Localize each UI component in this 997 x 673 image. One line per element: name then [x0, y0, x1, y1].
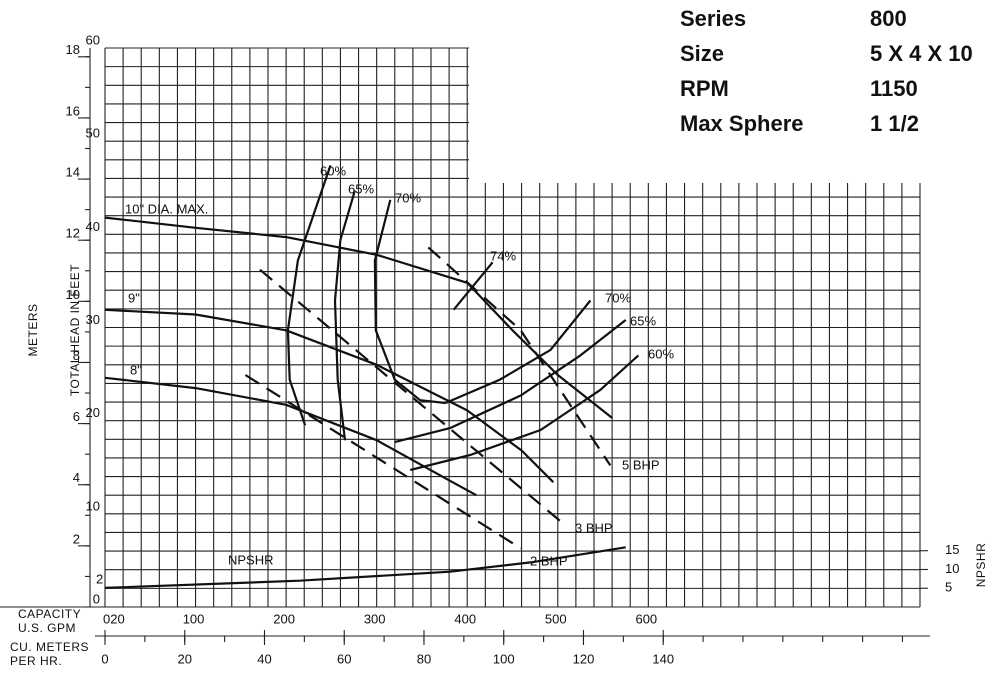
y-tick-label: 20	[86, 405, 100, 420]
y2-tick-label: 15	[945, 542, 959, 557]
x-tick-label: 500	[545, 611, 567, 626]
y2-tick-label: 5	[945, 580, 952, 595]
x2-tick-label: 100	[493, 651, 515, 666]
curve-label: 65%	[348, 181, 374, 196]
meters-axis-label: METERS	[26, 303, 40, 356]
y2-axis-label: NPSHR	[974, 543, 988, 588]
curve-label: 74%	[490, 248, 516, 263]
curve-label: 65%	[630, 313, 656, 328]
x2-axis-label: PER HR.	[10, 654, 62, 668]
curve-label: 9"	[128, 290, 140, 305]
x-tick-label: 600	[635, 611, 657, 626]
curve-label: 10" DIA. MAX.	[125, 201, 208, 216]
x2-axis-label: CU. METERS	[10, 640, 89, 654]
x2-tick-label: 80	[417, 651, 431, 666]
info-value: 1 1/2	[870, 111, 919, 136]
x2-tick-label: 40	[257, 651, 271, 666]
info-value: 1150	[870, 76, 918, 101]
x-axis-label: CAPACITY	[18, 607, 81, 621]
info-label: Size	[680, 41, 724, 66]
x2-tick-label: 60	[337, 651, 351, 666]
meters-tick-label: 4	[73, 470, 80, 485]
x2-tick-label: 140	[652, 651, 674, 666]
curve	[104, 546, 626, 589]
curve	[373, 199, 446, 405]
curve	[445, 299, 592, 405]
meters-tick-label: 18	[66, 42, 80, 57]
meters-tick-label: 10	[66, 287, 80, 302]
curve	[286, 165, 332, 426]
curve-label: 70%	[395, 190, 421, 205]
y-tick-label: 60	[86, 32, 100, 47]
meters-tick-label: 8	[73, 348, 80, 363]
curve	[259, 268, 566, 526]
y-tick-label: 30	[86, 312, 100, 327]
info-label: Series	[680, 6, 746, 31]
x-tick-label: 100	[183, 611, 205, 626]
curve	[427, 246, 612, 467]
y2-tick-label: 10	[945, 561, 959, 576]
curve	[104, 216, 613, 419]
meters-tick-label: 6	[73, 409, 80, 424]
meters-tick-label: 12	[66, 226, 80, 241]
x2-tick-label: 120	[573, 651, 595, 666]
annotation: 2	[96, 571, 103, 586]
x2-tick-label: 0	[101, 651, 108, 666]
curve-label: 5 BHP	[622, 457, 660, 472]
info-label: Max Sphere	[680, 111, 804, 136]
curve-label: 60%	[648, 346, 674, 361]
curve-label: NPSHR	[228, 552, 274, 567]
curve	[244, 374, 522, 550]
y-tick-label: 50	[86, 126, 100, 141]
meters-tick-label: 14	[66, 165, 80, 180]
info-value: 800	[870, 6, 907, 31]
curve-label: 60%	[320, 163, 346, 178]
curve	[409, 354, 640, 472]
y-tick-label: 40	[86, 219, 100, 234]
x-tick-label: 400	[454, 611, 476, 626]
meters-tick-label: 2	[73, 531, 80, 546]
curve-label: 70%	[605, 290, 631, 305]
x2-tick-label: 20	[178, 651, 192, 666]
x-tick-label: 200	[273, 611, 295, 626]
info-value: 5 X 4 X 10	[870, 41, 973, 66]
curve-label: 3 BHP	[575, 520, 613, 535]
curve	[394, 319, 627, 444]
info-label: RPM	[680, 76, 729, 101]
x-axis-label: U.S. GPM	[18, 621, 76, 635]
curve	[452, 261, 494, 311]
curve	[333, 190, 356, 441]
curve	[104, 376, 477, 497]
curve-label: 8"	[130, 362, 142, 377]
x-tick-label: 300	[364, 611, 386, 626]
curve	[104, 308, 555, 483]
y-axis-label: TOTAL HEAD IN FEET	[68, 264, 82, 396]
meters-tick-label: 16	[66, 103, 80, 118]
x-tick-label: 020	[103, 611, 125, 626]
y-tick-label: 10	[86, 498, 100, 513]
y-tick-label: 0	[93, 591, 100, 606]
